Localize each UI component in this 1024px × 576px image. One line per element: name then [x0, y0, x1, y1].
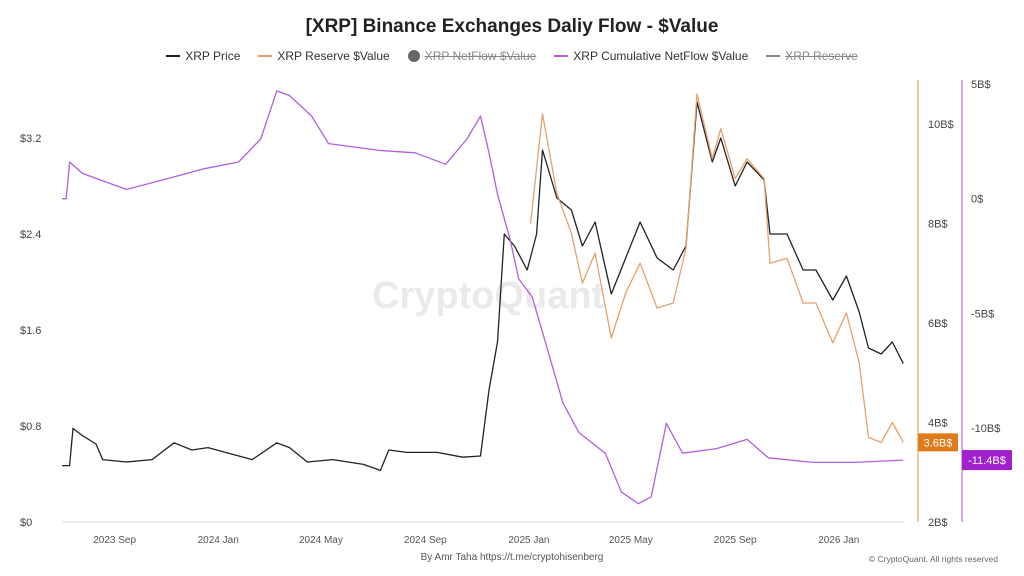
y-cumulative-tick-label: 5B$: [971, 79, 991, 91]
legend-label: XRP Cumulative NetFlow $Value: [573, 49, 749, 63]
legend-swatch: [166, 55, 181, 57]
author: By Amr Taha: [420, 552, 478, 563]
legend-label: XRP NetFlow $Value: [424, 49, 537, 63]
y-left-tick-label: $0.8: [20, 421, 41, 433]
legend-swatch: [766, 55, 781, 57]
footer: By Amr Taha https://t.me/cryptohisenberg: [0, 552, 1024, 563]
author-link[interactable]: https://t.me/cryptohisenberg: [479, 552, 604, 563]
x-tick-label: 2025 Sep: [714, 535, 757, 546]
y-cumulative-tick-label: -10B$: [971, 423, 1000, 435]
legend-item-price[interactable]: XRP Price: [166, 49, 240, 63]
legend-label: XRP Reserve: [785, 49, 858, 63]
series-line-xrp-price: [62, 101, 904, 472]
series-line-xrp-cumulative-netflow-value: [62, 90, 904, 505]
cumulative-last-value-label: -11.4B$: [968, 455, 1006, 467]
x-tick-label: 2024 May: [299, 535, 343, 546]
x-tick-label: 2024 Sep: [404, 535, 447, 546]
chart-title: [XRP] Binance Exchanges Daliy Flow - $Va…: [305, 16, 719, 37]
reserve-last-value-label: 3.6B$: [924, 437, 953, 449]
legend-swatch: [554, 55, 569, 57]
legend-swatch: [407, 50, 420, 62]
x-tick-label: 2023 Sep: [93, 535, 136, 546]
legend-label: XRP Price: [185, 49, 241, 63]
y-left-tick-label: $1.6: [20, 325, 41, 337]
reserve-last-value-badge: [918, 433, 958, 452]
legend-label: XRP Reserve $Value: [277, 49, 390, 63]
y-reserve-tick-label: 2B$: [928, 517, 948, 529]
y-left-tick-label: $3.2: [20, 133, 41, 145]
x-tick-label: 2025 Jan: [508, 535, 549, 546]
legend: XRP Price XRP Reserve $Value XRP NetFlow…: [0, 49, 1024, 63]
series-line-xrp-reserve-value: [529, 93, 904, 444]
y-reserve-tick-label: 10B$: [928, 119, 954, 131]
x-tick-label: 2026 Jan: [818, 535, 859, 546]
x-tick-label: 2024 Jan: [198, 535, 239, 546]
y-cumulative-tick-label: -5B$: [971, 308, 994, 320]
legend-item-cumulative-netflow[interactable]: XRP Cumulative NetFlow $Value: [554, 49, 748, 63]
x-tick-label: 2025 May: [609, 535, 653, 546]
y-cumulative-tick-label: 0$: [971, 194, 983, 206]
legend-item-netflow[interactable]: XRP NetFlow $Value: [407, 49, 537, 63]
legend-item-reserve-value[interactable]: XRP Reserve $Value: [258, 49, 390, 63]
y-left-tick-label: $0: [20, 517, 32, 529]
copyright: © CryptoQuant. All rights reserved: [868, 554, 998, 564]
legend-item-reserve[interactable]: XRP Reserve: [766, 49, 858, 63]
watermark: CryptoQuant: [372, 275, 605, 317]
legend-swatch: [258, 55, 273, 57]
y-reserve-tick-label: 4B$: [928, 417, 948, 429]
y-reserve-tick-label: 6B$: [928, 318, 948, 330]
y-left-tick-label: $2.4: [20, 229, 41, 241]
cumulative-last-value-badge: [962, 450, 1012, 471]
y-reserve-tick-label: 8B$: [928, 218, 948, 230]
